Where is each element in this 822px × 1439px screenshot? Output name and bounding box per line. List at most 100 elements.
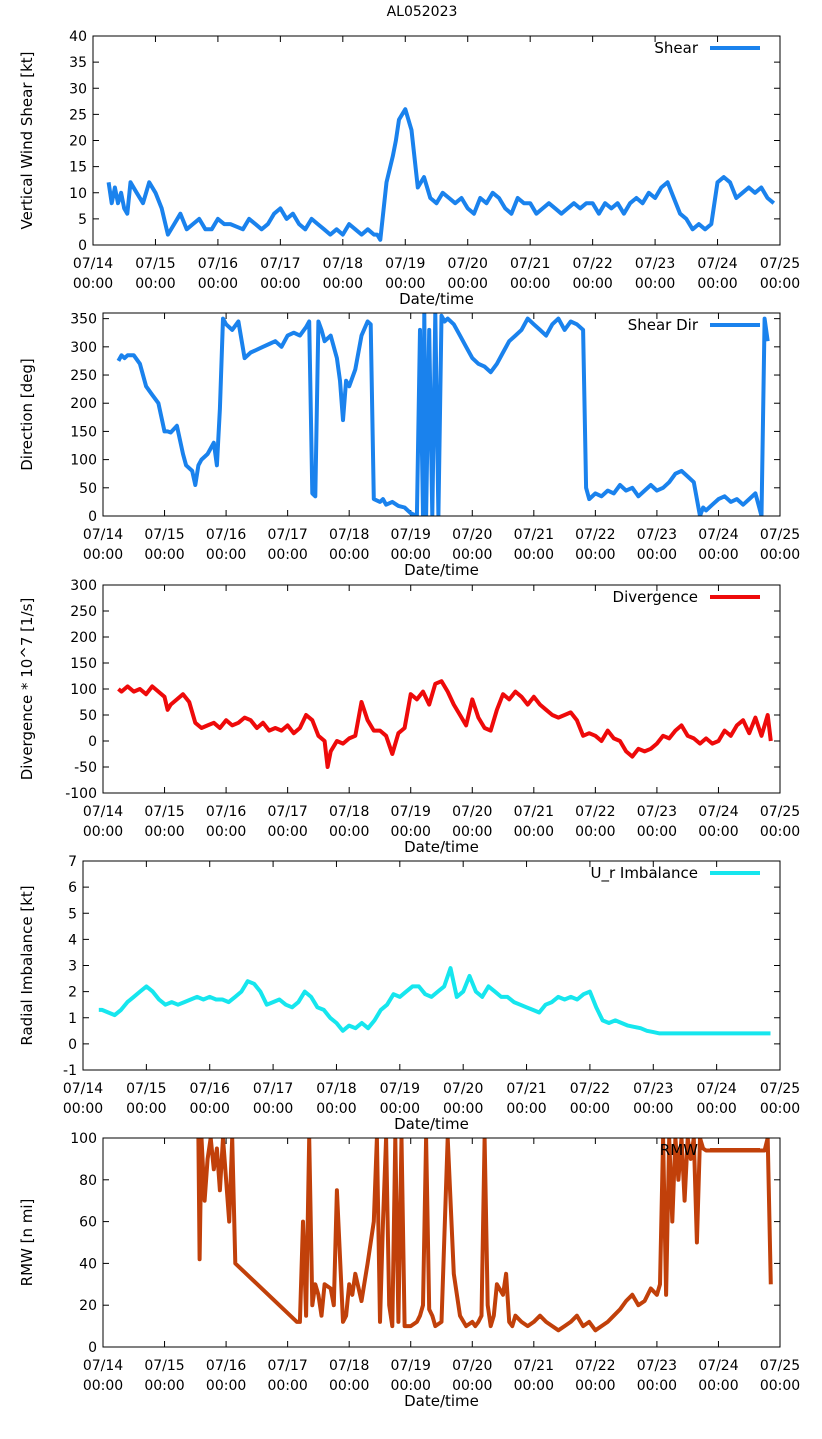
x-tick-label-time: 00:00 xyxy=(83,547,123,563)
x-tick-label-time: 00:00 xyxy=(144,824,184,840)
x-tick-label-time: 00:00 xyxy=(698,1378,738,1394)
series-line-divergence xyxy=(117,679,773,769)
y-tick-label: 3 xyxy=(68,959,77,975)
x-tick-label-date: 07/16 xyxy=(206,527,246,543)
x-tick-label-time: 00:00 xyxy=(696,1101,736,1117)
y-tick-label: 200 xyxy=(70,630,97,646)
x-tick-label-time: 00:00 xyxy=(760,276,800,292)
legend-divergence: Divergence xyxy=(613,588,760,606)
y-tick-label: 2 xyxy=(68,985,77,1001)
x-tick-label-time: 00:00 xyxy=(760,547,800,563)
chart-panel-shear: 0 5 10 15 20 25 30 35 40 07/14 00:00 07/15 00:00 07/1… xyxy=(18,29,800,308)
y-tick-label: 25 xyxy=(69,107,87,123)
x-tick-label-time: 00:00 xyxy=(514,547,554,563)
x-tick-label-time: 00:00 xyxy=(267,547,307,563)
x-tick-label-date: 07/15 xyxy=(144,1358,184,1374)
x-tick-label-time: 00:00 xyxy=(391,824,431,840)
y-tick-label: 0 xyxy=(88,1340,97,1356)
x-tick-label-time: 00:00 xyxy=(63,1101,103,1117)
chart-panels: 051015202530354007/1400:0007/1500:0007/1… xyxy=(18,29,800,1410)
x-tick-label-time: 00:00 xyxy=(391,1378,431,1394)
x-tick-label-time: 00:00 xyxy=(452,1378,492,1394)
x-tick-label-date: 07/14 xyxy=(73,256,113,272)
x-tick-label-time: 00:00 xyxy=(253,1101,293,1117)
x-axis-label: Date/time xyxy=(404,838,479,856)
y-tick-label: 5 xyxy=(78,212,87,228)
y-tick-label: 1 xyxy=(68,1011,77,1027)
y-tick-label: -50 xyxy=(74,760,97,776)
x-axis-label: Date/time xyxy=(404,1392,479,1410)
x-tick-label-time: 00:00 xyxy=(452,824,492,840)
y-tick-label: 100 xyxy=(70,1131,97,1147)
x-tick-label-date: 07/25 xyxy=(760,804,800,820)
plot-frame xyxy=(102,584,781,794)
x-tick-label-date: 07/21 xyxy=(514,804,554,820)
x-tick-label-time: 00:00 xyxy=(575,547,615,563)
x-tick-label-date: 07/23 xyxy=(637,1358,677,1374)
x-tick-label-date: 07/22 xyxy=(575,804,615,820)
x-tick-label-date: 07/20 xyxy=(452,527,492,543)
x-tick-label-time: 00:00 xyxy=(698,824,738,840)
y-tick-label: 7 xyxy=(68,854,77,870)
x-tick-label-date: 07/19 xyxy=(380,1081,420,1097)
x-tick-label-date: 07/24 xyxy=(698,804,738,820)
x-tick-label-date: 07/15 xyxy=(135,256,175,272)
y-tick-label: 30 xyxy=(69,81,87,97)
x-tick-label-time: 00:00 xyxy=(443,1101,483,1117)
series-line-ur_imbalance xyxy=(98,966,771,1036)
x-tick-label-date: 07/24 xyxy=(698,1358,738,1374)
x-tick-label-date: 07/19 xyxy=(391,527,431,543)
x-tick-label-time: 00:00 xyxy=(385,276,425,292)
plot-frame xyxy=(82,860,781,1071)
y-axis-label: RMW [n mi] xyxy=(18,1199,36,1287)
x-tick-label-date: 07/20 xyxy=(448,256,488,272)
y-tick-label: 20 xyxy=(79,1298,97,1314)
y-tick-label: 0 xyxy=(68,1037,77,1053)
y-tick-label: 20 xyxy=(69,134,87,150)
legend-rmw: RMW xyxy=(660,1141,760,1159)
x-tick-label-date: 07/18 xyxy=(316,1081,356,1097)
x-tick-label-time: 00:00 xyxy=(135,276,175,292)
x-tick-label-time: 00:00 xyxy=(267,824,307,840)
y-tick-label: 150 xyxy=(70,424,97,440)
x-tick-label-time: 00:00 xyxy=(572,276,612,292)
x-axis-label: Date/time xyxy=(404,561,479,579)
x-tick-label-date: 07/14 xyxy=(63,1081,103,1097)
y-tick-label: 350 xyxy=(70,312,97,328)
x-tick-label-time: 00:00 xyxy=(126,1101,166,1117)
y-tick-label: 100 xyxy=(70,682,97,698)
x-tick-label-date: 07/25 xyxy=(760,256,800,272)
x-tick-label-time: 00:00 xyxy=(760,824,800,840)
x-tick-label-date: 07/25 xyxy=(760,527,800,543)
legend-shear_dir: Shear Dir xyxy=(628,316,760,334)
x-tick-label-time: 00:00 xyxy=(316,1101,356,1117)
y-tick-label: 250 xyxy=(70,368,97,384)
x-axis-label: Date/time xyxy=(399,290,474,308)
x-tick-label-date: 07/18 xyxy=(329,527,369,543)
x-tick-label-date: 07/17 xyxy=(267,1358,307,1374)
x-tick-label-date: 07/21 xyxy=(506,1081,546,1097)
y-tick-label: 0 xyxy=(88,509,97,525)
x-tick-label-date: 07/14 xyxy=(83,804,123,820)
x-tick-label-date: 07/17 xyxy=(267,804,307,820)
y-tick-label: 15 xyxy=(69,160,87,176)
x-tick-label-time: 00:00 xyxy=(637,824,677,840)
x-tick-label-time: 00:00 xyxy=(760,1378,800,1394)
y-tick-label: 6 xyxy=(68,880,77,896)
x-tick-label-date: 07/22 xyxy=(570,1081,610,1097)
x-tick-label-time: 00:00 xyxy=(267,1378,307,1394)
x-tick-label-time: 00:00 xyxy=(575,824,615,840)
y-tick-label: 0 xyxy=(78,238,87,254)
x-tick-label-date: 07/19 xyxy=(391,1358,431,1374)
x-tick-label-date: 07/23 xyxy=(635,256,675,272)
x-tick-label-time: 00:00 xyxy=(144,547,184,563)
x-tick-label-date: 07/22 xyxy=(575,1358,615,1374)
x-tick-label-date: 07/18 xyxy=(329,804,369,820)
y-tick-label: -1 xyxy=(63,1063,77,1079)
x-tick-label-date: 07/16 xyxy=(206,804,246,820)
x-tick-label-date: 07/25 xyxy=(760,1358,800,1374)
x-tick-label-time: 00:00 xyxy=(260,276,300,292)
chart-panel-divergence: -100 -50 0 50 100 150 200 250 300 07/14 00:00 07/15… xyxy=(18,578,800,856)
x-tick-label-time: 00:00 xyxy=(380,1101,420,1117)
x-tick-label-time: 00:00 xyxy=(633,1101,673,1117)
